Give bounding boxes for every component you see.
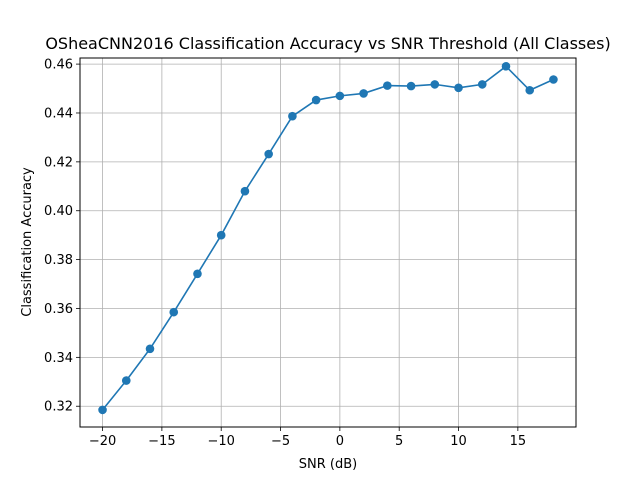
data-point: [335, 91, 345, 101]
data-point: [549, 75, 558, 84]
y-axis-ticks: 0.32 0.34 0.36 0.38 0.40 0.42 0.44 0.46: [44, 58, 80, 415]
data-point: [406, 81, 416, 91]
data-point: [121, 376, 131, 385]
data-point: [288, 111, 297, 121]
series-layer: [98, 62, 558, 415]
y-axis-title: Classification Accuracy: [20, 167, 35, 317]
y-tick-label: 0.32: [44, 400, 73, 415]
data-point: [216, 230, 226, 240]
y-tick-label: 0.42: [44, 155, 73, 170]
y-tick-label: 0.36: [44, 302, 73, 317]
data-point: [169, 307, 179, 317]
x-tick-label: −5: [271, 434, 290, 449]
y-tick-label: 0.44: [44, 106, 73, 121]
x-tick-label: 0: [336, 434, 344, 449]
data-point: [193, 269, 202, 279]
data-point: [430, 80, 440, 89]
data-point: [145, 344, 155, 354]
data-point: [240, 186, 250, 196]
data-point: [477, 80, 487, 89]
x-tick-label: 5: [395, 434, 403, 449]
chart-title: OSheaCNN2016 Classification Accuracy vs …: [45, 34, 610, 53]
y-tick-label: 0.40: [44, 204, 73, 219]
x-tick-label: 15: [510, 434, 527, 449]
data-point: [311, 95, 321, 105]
grid-lines: [80, 58, 576, 427]
x-tick-label: −10: [207, 434, 234, 449]
data-point: [501, 62, 511, 71]
plot-frame: [79, 57, 577, 428]
data-point: [454, 83, 463, 93]
series-line: [101, 65, 554, 411]
x-tick-label: 10: [450, 434, 467, 449]
data-point: [383, 81, 392, 90]
y-tick-label: 0.46: [44, 58, 73, 73]
x-axis-title: SNR (dB): [299, 457, 357, 472]
data-point: [98, 405, 107, 415]
y-tick-label: 0.34: [44, 351, 73, 366]
x-tick-label: −20: [89, 434, 116, 449]
x-axis-ticks: −20 −15 −10 −5 0 5 10 15: [89, 427, 526, 449]
data-point: [359, 89, 368, 98]
data-point: [525, 85, 535, 95]
data-point: [264, 149, 273, 159]
y-tick-label: 0.38: [44, 253, 73, 268]
x-tick-label: −15: [148, 434, 175, 449]
